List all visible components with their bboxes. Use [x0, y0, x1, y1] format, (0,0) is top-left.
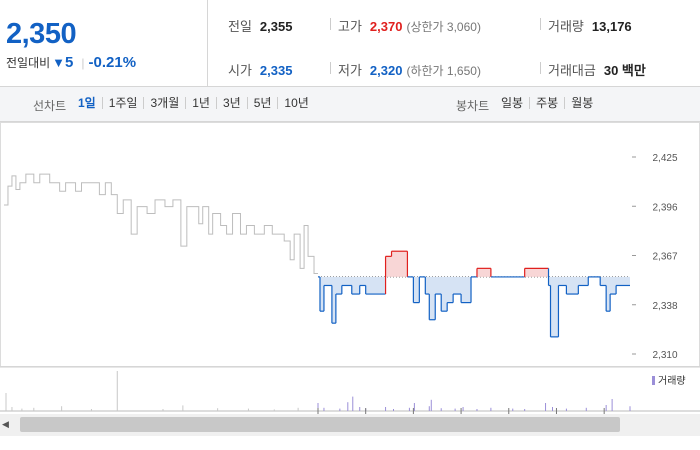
tab-candle_tabs-2[interactable]: 월봉: [564, 97, 599, 109]
volume-legend: 거래량: [652, 372, 686, 387]
stat-label: 거래대금: [548, 63, 596, 78]
up-area: [524, 268, 549, 277]
volume-swatch: [652, 376, 655, 385]
down-area: [407, 276, 477, 320]
stat-value: 2,335: [259, 63, 293, 78]
line-chart-label: 선차트: [33, 99, 67, 113]
divider: [330, 18, 331, 30]
up-area: [476, 268, 491, 277]
stat-value: 30 백만: [603, 63, 646, 78]
scroll-left-icon[interactable]: ◀: [2, 419, 9, 429]
stat-open: 시가 2,335: [228, 60, 292, 79]
tab-line_tabs-0[interactable]: 1일: [78, 96, 96, 110]
tab-line_tabs-4[interactable]: 3년: [215, 97, 247, 109]
stat-value: 2,370: [369, 19, 403, 34]
divider: [540, 18, 541, 30]
period-tabs: 1일 1주일 3개월 1년 3년 5년 10년: [72, 97, 315, 109]
candle-tabs: 일봉 주봉 월봉: [495, 97, 599, 109]
stat-low: 저가 2,320 (하한가 1,650): [338, 60, 481, 79]
stat-volume: 거래량 13,176: [548, 16, 632, 35]
candle-chart-label: 봉차트: [456, 99, 490, 113]
change-divider: |: [81, 56, 85, 70]
lower-limit: (하한가 1,650): [406, 64, 481, 78]
tab-line_tabs-2[interactable]: 3개월: [143, 97, 185, 109]
volume-legend-label: 거래량: [658, 376, 686, 387]
chart-toolbar: 선차트 1일 1주일 3개월 1년 3년 5년 10년 봉차트 일봉 주봉 월봉: [0, 87, 700, 122]
tab-candle_tabs-1[interactable]: 주봉: [529, 97, 564, 109]
stat-value: 2,320: [369, 63, 403, 78]
scroll-thumb[interactable]: [20, 417, 620, 432]
price-box: 2,350 전일대비 ▼5 | -0.21%: [0, 0, 208, 86]
tab-line_tabs-6[interactable]: 10년: [277, 97, 314, 109]
down-area: [317, 276, 386, 324]
stat-label: 전일: [228, 19, 252, 34]
stat-label: 저가: [338, 63, 362, 78]
y-tick-label: 2,338: [652, 301, 677, 312]
horizontal-scrollbar[interactable]: ◀: [0, 414, 700, 436]
upper-limit: (상한가 3,060): [406, 20, 481, 34]
current-price: 2,350: [6, 18, 77, 50]
stat-prev-close: 전일 2,355: [228, 16, 292, 35]
tab-candle_tabs-0[interactable]: 일봉: [501, 96, 524, 110]
stat-value: 13,176: [591, 19, 632, 34]
y-tick-label: 2,425: [652, 153, 677, 164]
tab-line_tabs-5[interactable]: 5년: [246, 97, 278, 109]
divider: [540, 62, 541, 74]
y-tick-label: 2,396: [652, 202, 677, 213]
change-percent: -0.21%: [88, 54, 137, 71]
tab-line_tabs-1[interactable]: 1주일: [101, 97, 144, 109]
stat-label: 고가: [338, 19, 362, 34]
stat-label: 거래량: [548, 19, 584, 34]
price-chart: 2,425 2,396 2,367 2,338 2,310: [0, 122, 700, 414]
quote-header: 2,350 전일대비 ▼5 | -0.21% 전일 2,355 고가 2,370 (상한가 …: [0, 0, 700, 87]
price-change: 전일대비 ▼5 | -0.21%: [6, 54, 136, 71]
y-tick-label: 2,310: [652, 350, 677, 361]
up-area: [385, 251, 408, 277]
down-area: [548, 276, 630, 337]
tab-line_tabs-3[interactable]: 1년: [185, 97, 216, 109]
stat-turnover: 거래대금 30 백만: [548, 60, 646, 79]
stat-label: 시가: [228, 63, 252, 78]
stat-high: 고가 2,370 (상한가 3,060): [338, 16, 481, 35]
y-tick-label: 2,367: [652, 252, 677, 263]
change-label: 전일대비: [6, 56, 51, 70]
divider: [330, 62, 331, 74]
price-panel-frame: [0, 122, 700, 367]
stat-value: 2,355: [259, 19, 293, 34]
down-triangle-icon: ▼: [52, 55, 66, 70]
past-price-line: [4, 173, 318, 274]
change-amount: 5: [65, 54, 74, 71]
